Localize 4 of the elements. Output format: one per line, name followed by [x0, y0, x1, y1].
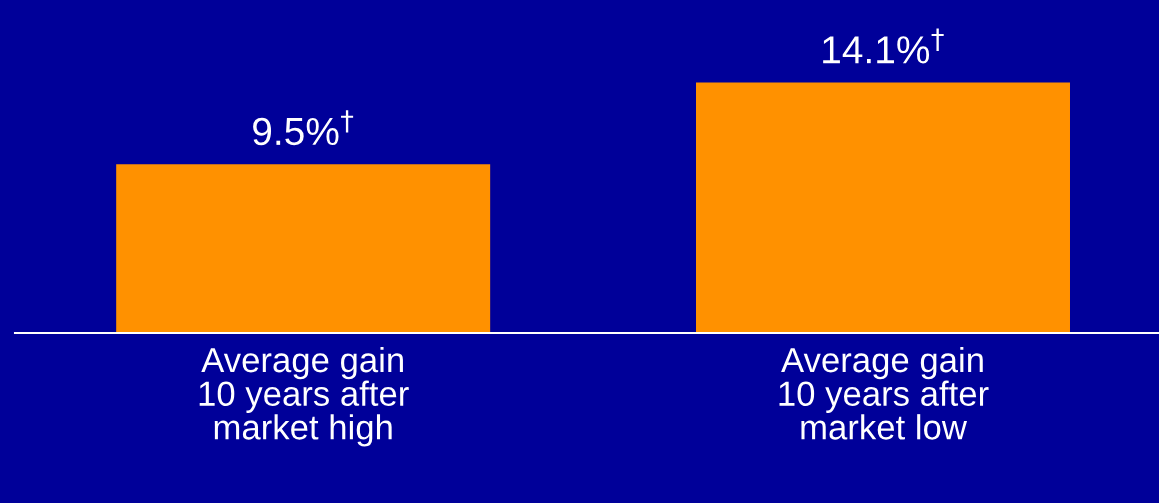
- x-tick-label: Average gain 10 years after market high: [199, 346, 409, 447]
- x-tick-label: Average gain 10 years after market low: [779, 346, 989, 440]
- data-label: 14.1%$^{†}$: [823, 28, 944, 64]
- data-label: 9.5%$^{†}$: [253, 110, 354, 146]
